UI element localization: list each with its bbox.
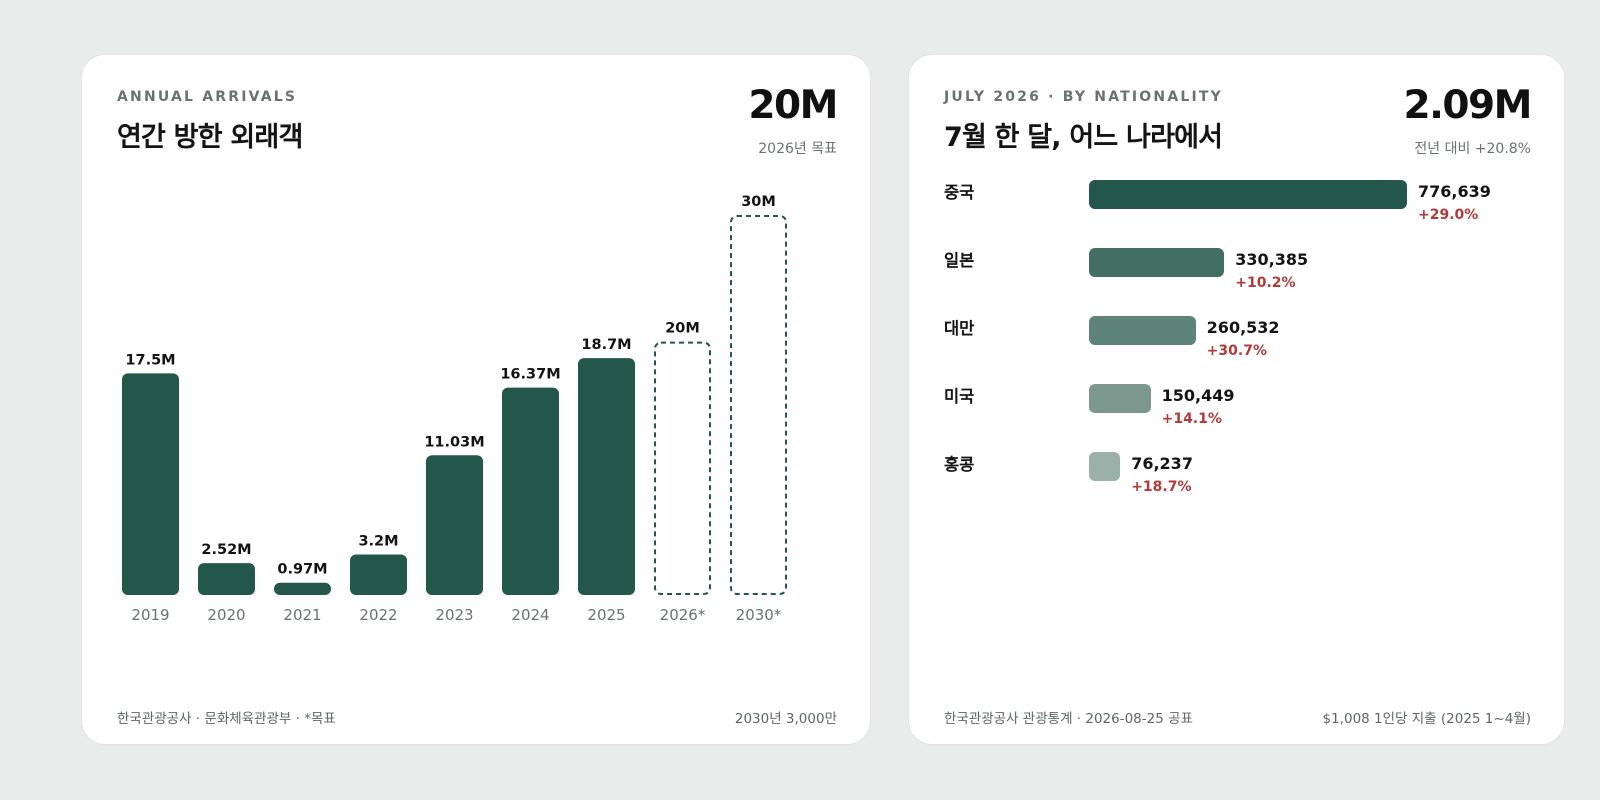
x-tick-label: 2024: [511, 606, 549, 624]
x-tick-label: 2020: [207, 606, 245, 624]
bar-value-label: 0.97M: [277, 562, 327, 578]
bar-value-label: 18.7M: [581, 337, 631, 353]
nationality-bar: [1089, 452, 1121, 481]
arrival-count-label: 776,639: [1418, 182, 1491, 201]
bar-value-label: 16.37M: [500, 367, 560, 383]
bar-value-label: 3.2M: [358, 533, 398, 549]
yoy-change-label: +29.0%: [1418, 207, 1479, 223]
annual-kpi-caption: 2026년 목표: [758, 141, 837, 157]
nationality-bar: [1089, 180, 1407, 209]
target-bar-2026: [654, 341, 711, 595]
nationality-row: 미국 150,449 +14.1%: [909, 383, 1566, 443]
bar-value-label: 2.52M: [201, 542, 251, 558]
nationality-row: 대만 260,532 +30.7%: [909, 315, 1566, 375]
yoy-change-label: +18.7%: [1131, 479, 1192, 495]
arrival-count-label: 330,385: [1235, 250, 1309, 269]
bar-2019: [122, 373, 179, 595]
bar-2024: [502, 387, 559, 595]
bar-2025: [578, 358, 635, 595]
nationality-row: 중국 776,639 +29.0%: [909, 179, 1566, 239]
x-tick-label: 2021: [283, 606, 321, 624]
bar-value-label: 30M: [741, 194, 776, 210]
x-tick-label: 2030*: [736, 606, 782, 624]
x-tick-label: 2022: [359, 606, 397, 624]
bar-2022: [350, 554, 407, 595]
nationality-bar: [1089, 384, 1151, 413]
bar-2021: [274, 582, 331, 595]
arrival-count-label: 76,237: [1131, 454, 1193, 473]
x-tick-label: 2026*: [660, 606, 706, 624]
bar-value-label: 11.03M: [424, 434, 484, 450]
bar-2020: [198, 563, 255, 595]
nationality-footer-note: $1,008 1인당 지출 (2025 1~4월): [1322, 711, 1531, 727]
nationality-title: 7월 한 달, 어느 나라에서: [944, 122, 1223, 153]
annual-bar-chart: 17.5M 2019 2.52M 2020 0.97M 2021 3.2M 2022 11.03…: [122, 194, 787, 624]
nationality-eyebrow: JULY 2026 · BY NATIONALITY: [944, 89, 1223, 105]
nationality-card: JULY 2026 · BY NATIONALITY 7월 한 달, 어느 나라…: [908, 54, 1565, 745]
arrival-count-label: 260,532: [1206, 318, 1280, 337]
annual-arrivals-card: ANNUAL ARRIVALS 연간 방한 외래객 20M 2026년 목표 1…: [81, 54, 871, 745]
x-tick-label: 2025: [587, 606, 625, 624]
annual-footer-note: 2030년 3,000만: [734, 711, 837, 727]
yoy-change-label: +10.2%: [1235, 275, 1296, 291]
nationality-kpi-value: 2.09M: [1403, 83, 1532, 128]
annual-title: 연간 방한 외래객: [117, 122, 303, 153]
nationality-row: 홍콩 76,237 +18.7%: [909, 451, 1566, 511]
country-label: 홍콩: [944, 455, 975, 474]
nationality-bar: [1089, 248, 1225, 277]
x-tick-label: 2023: [435, 606, 473, 624]
bar-2023: [426, 455, 483, 595]
bar-value-label: 17.5M: [125, 352, 175, 368]
country-label: 대만: [944, 319, 975, 338]
annual-source-note: 한국관광공사 · 문화체육관광부 · *목표: [117, 711, 336, 727]
bar-value-label: 20M: [665, 321, 700, 337]
nationality-source-note: 한국관광공사 관광통계 · 2026-08-25 공표: [944, 711, 1193, 727]
annual-kpi-value: 20M: [748, 83, 838, 128]
yoy-change-label: +30.7%: [1206, 343, 1267, 359]
target-bar-2030: [730, 215, 787, 595]
country-label: 일본: [944, 251, 975, 270]
country-label: 미국: [944, 387, 975, 406]
x-tick-label: 2019: [131, 606, 169, 624]
arrival-count-label: 150,449: [1161, 386, 1235, 405]
country-label: 중국: [944, 183, 975, 202]
annual-eyebrow: ANNUAL ARRIVALS: [117, 89, 298, 105]
yoy-change-label: +14.1%: [1161, 411, 1222, 427]
nationality-row: 일본 330,385 +10.2%: [909, 247, 1566, 307]
nationality-bar: [1089, 316, 1196, 345]
nationality-kpi-caption: 전년 대비 +20.8%: [1414, 141, 1531, 157]
